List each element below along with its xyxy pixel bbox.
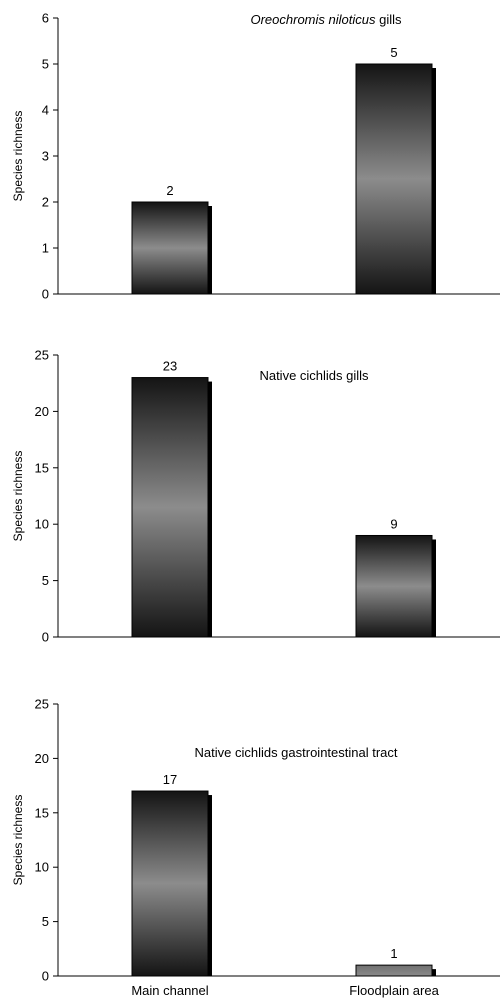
bar bbox=[131, 790, 209, 977]
chart-title: Native cichlids gastrointestinal tract bbox=[194, 745, 397, 760]
bar-value-label: 23 bbox=[163, 359, 177, 374]
y-tick-label: 15 bbox=[35, 805, 49, 820]
panel-native-cichlids-gi-tract: 0 5 10 15 20 25 Species richness Native cichlid… bbox=[11, 697, 500, 998]
y-tick-label: 0 bbox=[42, 969, 49, 984]
x-tick-label: Floodplain area bbox=[349, 983, 439, 998]
y-tick-label: 5 bbox=[42, 57, 49, 72]
y-tick-label: 4 bbox=[42, 103, 49, 118]
y-tick-label: 20 bbox=[35, 751, 49, 766]
x-tick-label: Main channel bbox=[131, 983, 208, 998]
bar-value-label: 9 bbox=[390, 516, 397, 531]
y-tick-label: 10 bbox=[35, 517, 49, 532]
panel-oreochromis-gills: 0 1 2 3 4 5 6 Species richness Oreochromis nilot… bbox=[11, 11, 500, 302]
bar-value-label: 5 bbox=[390, 45, 397, 60]
y-tick-label: 25 bbox=[35, 697, 49, 712]
chart-title-part: Native cichlids gastrointestinal tract bbox=[194, 745, 397, 760]
y-tick-label: 25 bbox=[35, 348, 49, 363]
y-tick-label: 5 bbox=[42, 573, 49, 588]
chart-title-part: gills bbox=[375, 12, 402, 27]
y-tick-label: 0 bbox=[42, 287, 49, 302]
y-tick-label: 1 bbox=[42, 241, 49, 256]
bar bbox=[355, 534, 433, 638]
y-axis-label: Species richness bbox=[11, 111, 25, 202]
chart-title-part: Oreochromis niloticus bbox=[250, 12, 375, 27]
chart-title: Native cichlids gills bbox=[259, 368, 369, 383]
bar bbox=[131, 201, 209, 295]
chart-title: Oreochromis niloticus gills bbox=[250, 12, 402, 27]
bar bbox=[131, 377, 209, 638]
y-tick-label: 6 bbox=[42, 11, 49, 26]
bar-value-label: 2 bbox=[166, 183, 173, 198]
bar bbox=[355, 964, 433, 977]
panel-native-cichlids-gills: 0 5 10 15 20 25 Species richness Native cichlid… bbox=[11, 348, 500, 645]
chart-title-part: Native cichlids gills bbox=[259, 368, 369, 383]
bar-value-label: 17 bbox=[163, 772, 177, 787]
y-axis-label: Species richness bbox=[11, 795, 25, 886]
y-tick-label: 3 bbox=[42, 149, 49, 164]
y-tick-label: 15 bbox=[35, 460, 49, 475]
y-tick-label: 2 bbox=[42, 195, 49, 210]
y-tick-label: 0 bbox=[42, 630, 49, 645]
bar bbox=[355, 63, 433, 295]
y-axis-label: Species richness bbox=[11, 451, 25, 542]
y-tick-label: 5 bbox=[42, 914, 49, 929]
y-tick-label: 20 bbox=[35, 404, 49, 419]
y-tick-label: 10 bbox=[35, 860, 49, 875]
bar-value-label: 1 bbox=[390, 946, 397, 961]
